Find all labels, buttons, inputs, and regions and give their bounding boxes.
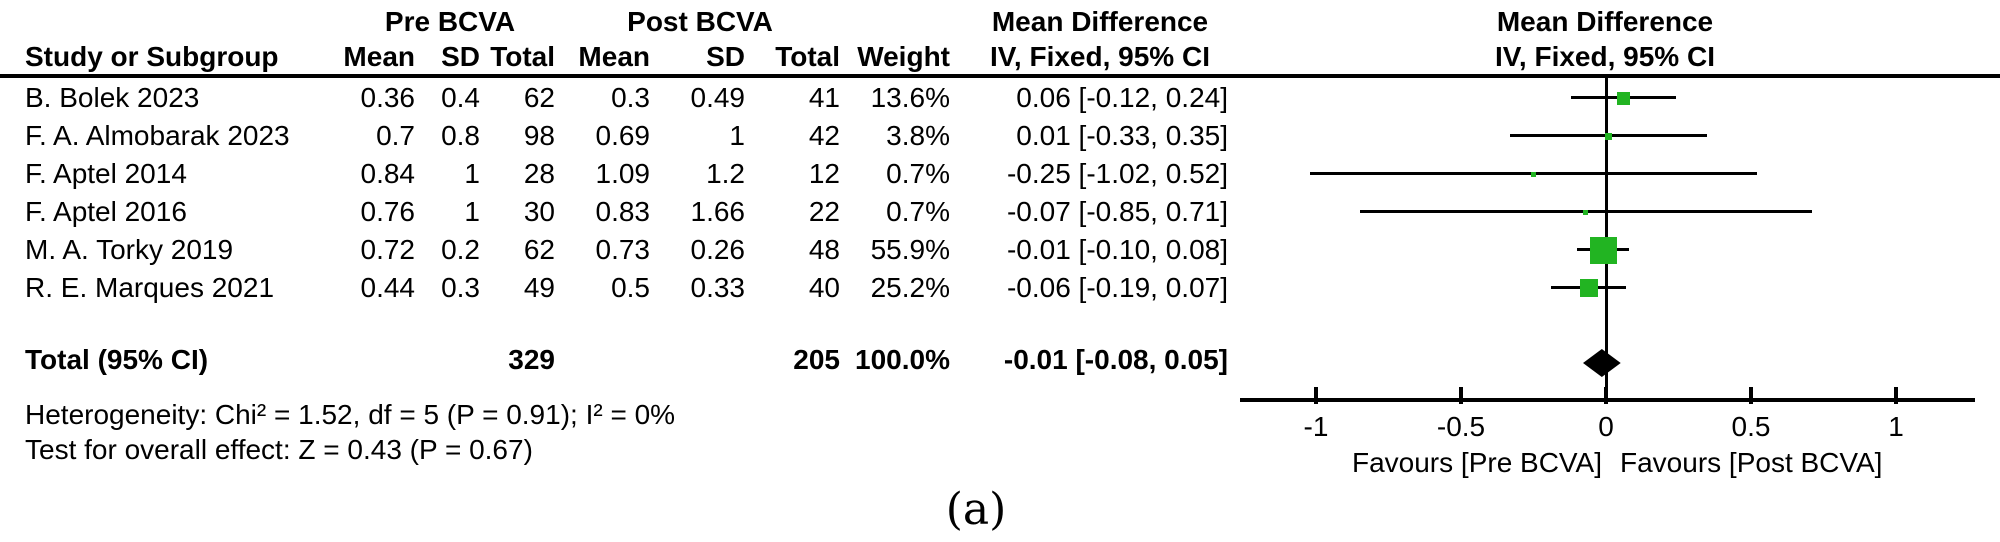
mean-difference-plot-header: Mean Difference [1496, 6, 1714, 37]
study-post-total: 42 [808, 120, 840, 151]
study-pre-mean: 0.84 [360, 158, 416, 189]
pre-bcva-group-header: Pre BCVA [384, 6, 516, 37]
pre-total-column-header: Total [490, 41, 555, 72]
pre-mean-column-header: Mean [343, 41, 415, 72]
study-name: B. Bolek 2023 [25, 82, 200, 113]
study-post-mean: 0.69 [595, 120, 651, 151]
study-post-sd: 1.66 [690, 196, 746, 227]
study-name: M. A. Torky 2019 [25, 234, 234, 265]
study-post-total: 22 [808, 196, 840, 227]
post-sd-column-header: SD [706, 41, 745, 72]
post-total-column-header: Total [775, 41, 840, 72]
study-ci-text: 0.01 [-0.33, 0.35] [1016, 120, 1228, 151]
mean-difference-column-header: Mean Difference [991, 6, 1209, 37]
effect-square [1579, 279, 1598, 297]
effect-square [1616, 91, 1630, 105]
study-ci-text: -0.25 [-1.02, 0.52] [1006, 158, 1228, 189]
study-post-sd: 1 [729, 120, 745, 151]
study-pre-mean: 0.76 [360, 196, 416, 227]
study-pre-mean: 0.72 [360, 234, 416, 265]
overall-effect-text: Test for overall effect: Z = 0.43 (P = 0… [25, 434, 533, 465]
study-name: F. Aptel 2014 [25, 158, 187, 189]
axis-tick [1459, 387, 1463, 404]
study-post-mean: 0.73 [595, 234, 651, 265]
post-mean-column-header: Mean [578, 41, 650, 72]
study-pre-sd: 0.8 [441, 120, 480, 151]
study-name: R. E. Marques 2021 [25, 272, 275, 303]
axis-tick-label: -0.5 [1436, 411, 1486, 442]
study-post-sd: 0.49 [690, 82, 746, 113]
study-post-sd: 0.33 [690, 272, 746, 303]
study-weight: 25.2% [870, 272, 950, 303]
effect-square [1531, 171, 1536, 177]
total-ci-text: -0.01 [-0.08, 0.05] [1003, 344, 1228, 375]
effect-square [1605, 132, 1613, 140]
effect-square [1589, 236, 1617, 264]
study-pre-total: 62 [523, 234, 555, 265]
study-post-sd: 0.26 [690, 234, 746, 265]
heterogeneity-text: Heterogeneity: Chi² = 1.52, df = 5 (P = … [25, 399, 676, 430]
study-ci-text: -0.06 [-0.19, 0.07] [1006, 272, 1228, 303]
effect-square [1583, 209, 1589, 215]
study-pre-total: 98 [523, 120, 555, 151]
favours-left-label: Favours [Pre BCVA] [1351, 447, 1602, 478]
study-pre-sd: 0.2 [441, 234, 480, 265]
study-weight: 0.7% [886, 196, 950, 227]
study-post-total: 41 [808, 82, 840, 113]
study-column-header: Study or Subgroup [25, 41, 279, 72]
total-row-label: Total (95% CI) [25, 344, 209, 375]
study-pre-mean: 0.7 [376, 120, 415, 151]
total-post-n: 205 [793, 344, 840, 375]
axis-tick-label: 1 [1888, 411, 1904, 442]
total-weight: 100.0% [855, 344, 950, 375]
study-pre-total: 49 [523, 272, 555, 303]
axis-tick [1604, 387, 1608, 404]
study-weight: 13.6% [870, 82, 950, 113]
weight-column-header: Weight [857, 41, 950, 72]
study-post-mean: 0.5 [611, 272, 650, 303]
axis-tick [1314, 387, 1318, 404]
header-divider-rule [0, 74, 2000, 78]
study-weight: 0.7% [886, 158, 950, 189]
study-pre-total: 30 [523, 196, 555, 227]
study-pre-sd: 0.4 [441, 82, 480, 113]
axis-tick-label: 0 [1598, 411, 1614, 442]
iv-fixed-plot-header: IV, Fixed, 95% CI [1495, 41, 1715, 72]
iv-fixed-column-header: IV, Fixed, 95% CI [990, 41, 1210, 72]
axis-tick [1749, 387, 1753, 404]
study-ci-text: -0.01 [-0.10, 0.08] [1006, 234, 1228, 265]
study-pre-mean: 0.36 [360, 82, 416, 113]
pooled-diamond [1582, 349, 1621, 377]
study-pre-sd: 1 [464, 196, 480, 227]
study-post-total: 12 [808, 158, 840, 189]
axis-tick [1894, 387, 1898, 404]
study-name: F. A. Almobarak 2023 [25, 120, 290, 151]
axis-tick-label: 0.5 [1731, 411, 1771, 442]
study-pre-total: 28 [523, 158, 555, 189]
study-name: F. Aptel 2016 [25, 196, 187, 227]
subfigure-caption: (a) [945, 484, 1007, 535]
axis-tick-label: -1 [1303, 411, 1329, 442]
study-post-mean: 0.3 [611, 82, 650, 113]
total-pre-n: 329 [508, 344, 555, 375]
pre-sd-column-header: SD [441, 41, 480, 72]
study-ci-text: -0.07 [-0.85, 0.71] [1006, 196, 1228, 227]
study-post-total: 48 [808, 234, 840, 265]
study-post-sd: 1.2 [706, 158, 745, 189]
study-weight: 55.9% [870, 234, 950, 265]
study-ci-text: 0.06 [-0.12, 0.24] [1016, 82, 1228, 113]
study-pre-sd: 0.3 [441, 272, 480, 303]
study-pre-mean: 0.44 [360, 272, 416, 303]
study-weight: 3.8% [886, 120, 950, 151]
study-post-mean: 1.09 [595, 158, 651, 189]
favours-right-label: Favours [Post BCVA] [1620, 447, 1883, 478]
study-pre-sd: 1 [464, 158, 480, 189]
post-bcva-group-header: Post BCVA [627, 6, 773, 37]
study-post-total: 40 [808, 272, 840, 303]
study-pre-total: 62 [523, 82, 555, 113]
study-post-mean: 0.83 [595, 196, 651, 227]
